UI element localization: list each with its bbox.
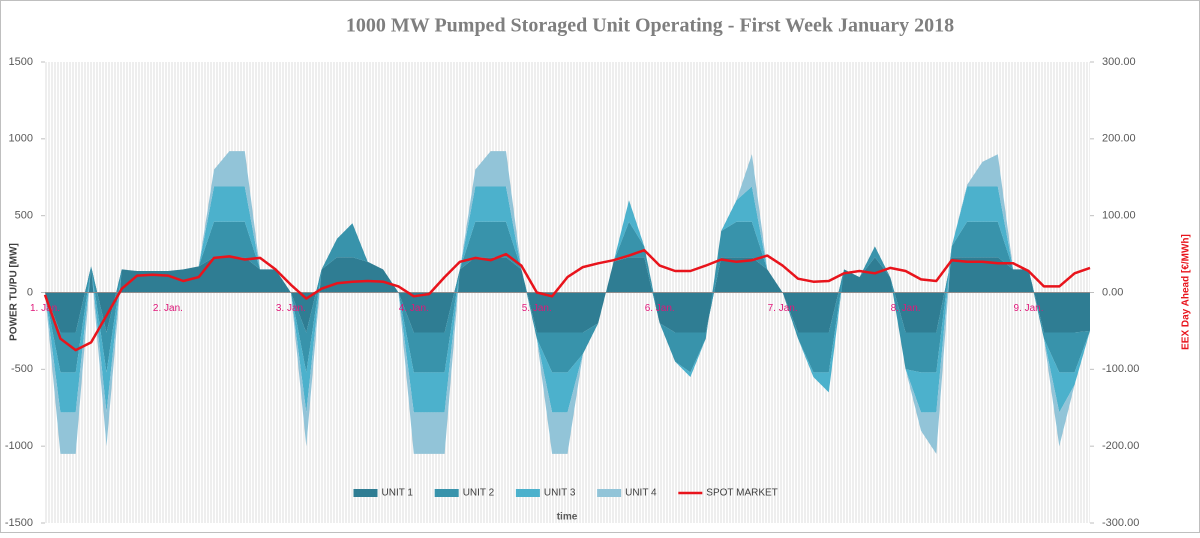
legend-label: UNIT 3 xyxy=(544,488,576,499)
y2-tick-label: 200.00 xyxy=(1102,133,1136,145)
y-axis-label: POWER TU/PU [MW] xyxy=(9,243,20,341)
x-tick-label: 4. Jan. xyxy=(399,303,429,314)
x-tick-label: 7. Jan. xyxy=(768,303,798,314)
x-tick-label: 5. Jan. xyxy=(522,303,552,314)
y-tick-label: -500 xyxy=(11,363,33,375)
x-axis-label: time xyxy=(557,512,578,523)
x-tick-label: 9. Jan. xyxy=(1014,303,1044,314)
x-tick-label: 8. Jan. xyxy=(891,303,921,314)
x-tick-label: 2. Jan. xyxy=(153,303,183,314)
y-tick-label: 0 xyxy=(27,286,33,298)
legend-label: SPOT MARKET xyxy=(706,488,778,499)
legend-swatch xyxy=(353,489,378,497)
legend-label: UNIT 4 xyxy=(625,488,657,499)
y-tick-label: 1500 xyxy=(9,56,33,68)
y-tick-label: 500 xyxy=(15,210,33,222)
legend-label: UNIT 2 xyxy=(463,488,495,499)
y-tick-label: -1500 xyxy=(5,517,33,529)
y-tick-label: -1000 xyxy=(5,440,33,452)
x-tick-label: 3. Jan. xyxy=(276,303,306,314)
area xyxy=(45,151,1090,454)
chart-title: 1000 MW Pumped Storaged Unit Operating -… xyxy=(346,15,954,37)
x-tick-label: 1. Jan. xyxy=(30,303,60,314)
x-tick-label: 6. Jan. xyxy=(645,303,675,314)
legend-label: UNIT 1 xyxy=(382,488,414,499)
legend-swatch xyxy=(515,489,540,497)
y2-tick-label: -200.00 xyxy=(1102,440,1139,452)
y2-tick-label: -300.00 xyxy=(1102,517,1139,529)
y2-axis-label: EEX Day Ahead [€/MWh] xyxy=(1181,234,1192,350)
y-tick-label: 1000 xyxy=(9,133,33,145)
area xyxy=(45,186,1090,413)
y2-tick-label: 0.00 xyxy=(1102,286,1123,298)
y2-tick-label: -100.00 xyxy=(1102,363,1139,375)
area xyxy=(45,257,1090,333)
y2-tick-label: 300.00 xyxy=(1102,56,1136,68)
line xyxy=(43,248,1091,352)
legend-swatch xyxy=(597,489,622,497)
legend-swatch xyxy=(434,489,459,497)
area xyxy=(45,221,1090,373)
y2-tick-label: 100.00 xyxy=(1102,210,1136,222)
